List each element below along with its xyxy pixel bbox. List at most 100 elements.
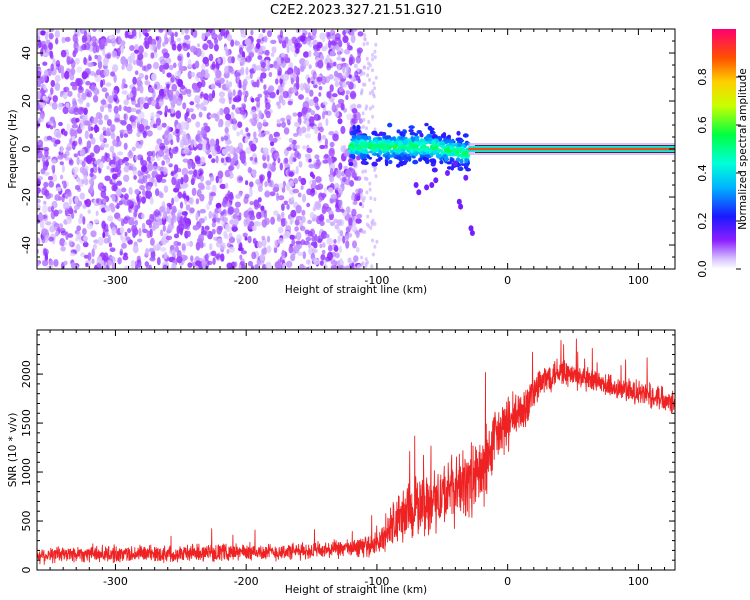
noise-blob [144, 36, 149, 43]
noise-blob [183, 255, 188, 261]
noise-blob [222, 216, 228, 223]
signal-blob [422, 146, 428, 150]
noise-blob [76, 78, 83, 87]
noise-blob [150, 43, 157, 51]
noise-blob [180, 177, 184, 185]
noise-blob [208, 93, 214, 102]
snr-frame [36, 329, 676, 571]
noise-blob [64, 70, 70, 80]
noise-blob [243, 196, 249, 205]
noise-blob [187, 92, 192, 98]
noise-blob [182, 102, 187, 110]
noise-blob [218, 225, 224, 231]
noise-blob [222, 209, 226, 215]
noise-blob [148, 247, 155, 253]
noise-blob [75, 176, 81, 182]
noise-blob [360, 255, 364, 260]
noise-blob [196, 133, 203, 142]
signal-blob [457, 143, 462, 147]
noise-blob [37, 173, 40, 178]
noise-blob [317, 132, 322, 142]
noise-blob [369, 209, 373, 213]
noise-blob [254, 157, 258, 163]
noise-blob [54, 194, 61, 201]
signal-blob [408, 142, 415, 148]
noise-blob [68, 240, 73, 247]
noise-blob [228, 165, 234, 172]
noise-blob [355, 246, 360, 253]
noise-blob [77, 92, 81, 99]
noise-blob [107, 103, 112, 110]
noise-blob [105, 231, 109, 237]
noise-blob [49, 225, 56, 233]
noise-blob [156, 138, 163, 145]
noise-blob [179, 226, 183, 236]
noise-blob [163, 154, 169, 160]
noise-blob [288, 155, 294, 165]
noise-blob [326, 64, 332, 71]
noise-blob [135, 118, 142, 124]
noise-blob [83, 56, 87, 65]
noise-blob [75, 243, 81, 252]
signal-blob [378, 149, 383, 156]
noise-blob [40, 40, 47, 49]
noise-blob [292, 86, 298, 94]
noise-blob [76, 156, 80, 166]
noise-blob [117, 257, 122, 265]
noise-blob [322, 111, 325, 120]
noise-blob [294, 66, 298, 72]
noise-blob [339, 257, 343, 266]
noise-blob [155, 113, 161, 119]
noise-blob [320, 75, 327, 85]
noise-blob [187, 262, 193, 268]
noise-blob [251, 169, 256, 176]
noise-blob [151, 73, 157, 81]
noise-blob [222, 199, 228, 208]
noise-blob [138, 45, 144, 55]
noise-blob [180, 29, 185, 36]
noise-blob [108, 108, 112, 113]
noise-blob [145, 264, 151, 269]
noise-blob [167, 214, 172, 224]
noise-blob [279, 74, 287, 80]
noise-blob [351, 172, 357, 179]
noise-blob [264, 181, 268, 188]
signal-blob [396, 129, 401, 134]
x-tick-label: 100 [628, 575, 649, 588]
noise-blob [37, 237, 41, 247]
noise-blob [58, 65, 65, 71]
noise-blob [170, 105, 175, 114]
noise-blob [369, 196, 373, 201]
noise-blob [108, 35, 113, 40]
noise-blob [295, 231, 302, 241]
noise-blob [164, 105, 168, 114]
snr-plot-area [37, 338, 675, 565]
noise-blob [338, 39, 343, 48]
noise-blob [266, 113, 270, 118]
noise-blob [159, 247, 167, 252]
noise-blob [116, 180, 122, 186]
noise-blob [270, 52, 275, 57]
noise-blob [300, 185, 304, 190]
noise-blob [184, 29, 189, 35]
noise-blob [123, 165, 130, 173]
noise-blob [234, 39, 238, 46]
noise-blob [203, 93, 209, 100]
noise-blob [309, 249, 313, 255]
noise-blob [232, 89, 236, 97]
noise-blob [202, 43, 209, 51]
noise-blob [239, 261, 245, 266]
noise-blob [120, 40, 126, 46]
y-tick-label: 20 [20, 94, 33, 108]
noise-blob [124, 265, 131, 269]
noise-blob [285, 182, 291, 191]
noise-blob [201, 79, 206, 88]
noise-blob [86, 222, 93, 230]
signal-blob [356, 129, 361, 133]
noise-blob [276, 192, 279, 202]
noise-blob [295, 215, 303, 221]
noise-blob [176, 256, 183, 264]
noise-blob [158, 88, 165, 97]
noise-blob [246, 46, 252, 53]
